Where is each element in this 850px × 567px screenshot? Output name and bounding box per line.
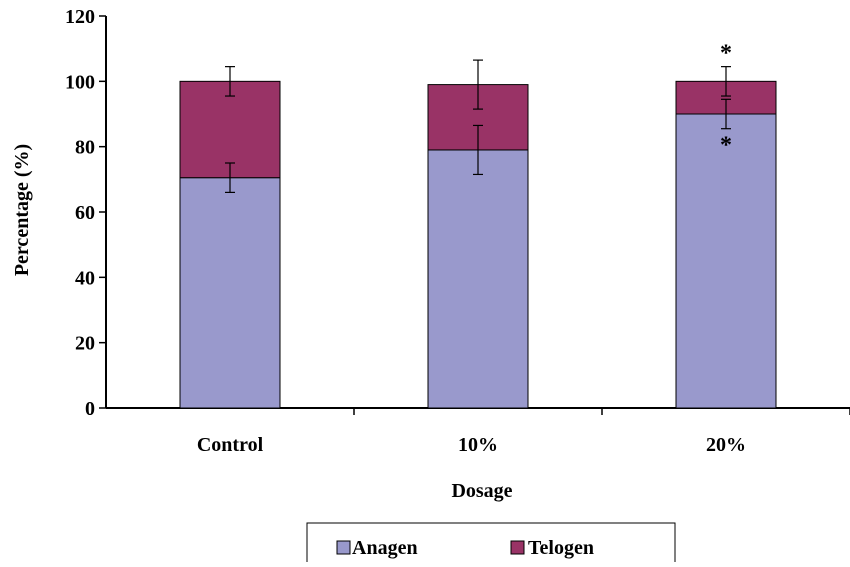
legend-swatch-telogen <box>510 540 525 555</box>
bars <box>179 80 777 409</box>
bar-anagen-0 <box>179 177 281 409</box>
significance-marker: * <box>720 133 732 159</box>
significance-marker: * <box>720 41 732 67</box>
y-tick-label: 80 <box>75 137 95 159</box>
error-bar-anagen-0 <box>225 162 235 193</box>
y-axis-title: Percentage (%) <box>11 144 33 276</box>
x-tick-label: 20% <box>706 434 746 456</box>
bar-anagen-2 <box>675 113 777 409</box>
error-bar-telogen-2 <box>721 66 731 97</box>
bar-telogen-0 <box>179 80 281 179</box>
legend-swatch-anagen <box>336 540 351 555</box>
legend-label-telogen: Telogen <box>528 537 594 559</box>
legend: Anagen Telogen <box>306 522 676 562</box>
y-tick-label: 60 <box>75 202 95 224</box>
error-bar-telogen-0 <box>225 66 235 97</box>
tick-labels: 0 20 40 60 80 100 120 Control 10% 20% * * <box>65 6 746 456</box>
y-tick-label: 100 <box>65 71 95 93</box>
legend-border <box>306 522 676 562</box>
x-tick-label: Control <box>197 434 264 456</box>
legend-label-anagen: Anagen <box>352 537 418 559</box>
error-bar-anagen-1 <box>473 124 483 176</box>
bar-anagen-1 <box>427 149 529 409</box>
error-bar-telogen-1 <box>473 59 483 110</box>
y-tick-label: 120 <box>65 6 95 28</box>
y-tick-label: 20 <box>75 333 95 355</box>
x-tick-label: 10% <box>458 434 498 456</box>
error-bars <box>225 59 731 193</box>
x-axis-title: Dosage <box>451 480 512 502</box>
y-tick-label: 40 <box>75 267 95 289</box>
error-bar-anagen-2 <box>721 98 731 130</box>
y-tick-label: 0 <box>85 398 95 420</box>
